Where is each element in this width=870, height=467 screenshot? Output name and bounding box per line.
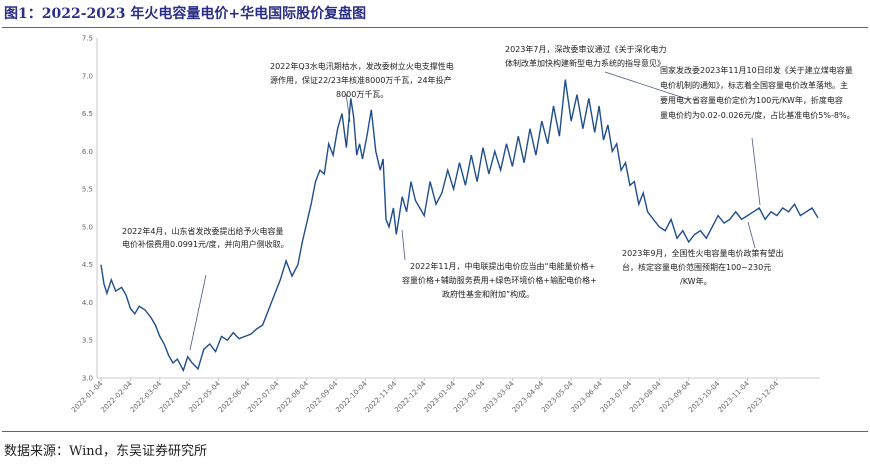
annotation-nov2023: 国家发改委2023年11月10日印发《关于建立煤电容量电价机制的通知》，标志着全… bbox=[660, 65, 855, 120]
y-tick-label: 6.0 bbox=[82, 148, 93, 156]
annotation-line: /KW年。 bbox=[680, 276, 712, 286]
annotation-line: 2022年Q3水电汛期枯水，发改委树立火电支撑性电 bbox=[270, 61, 454, 71]
annotation-line: 8000万千瓦。 bbox=[336, 89, 388, 99]
title-divider bbox=[2, 27, 868, 28]
annotation-jul2023: 2023年7月，深改委审议通过《关于深化电力体制改革加快构建新型电力系统的指导意… bbox=[505, 44, 666, 68]
annotation-nov2022: 2022年11月，中电联提出电价应当由“电能量价格+ 容量价格+辅助服务费用+绿色… bbox=[402, 261, 597, 299]
y-tick-label: 5.0 bbox=[82, 223, 93, 231]
annotation-line: 要用电大省容量电价定价为100元/KW年，折度电容 bbox=[660, 95, 843, 105]
annotation-line: 2022年11月，中电联提出电价应当由“电能量价格+ bbox=[410, 261, 595, 271]
y-tick-label: 6.5 bbox=[82, 110, 93, 118]
annotation-leader-lines bbox=[189, 71, 761, 351]
annotations: 2022年4月，山东省发改委提出给予火电容量电价补偿费用0.0991元/度，并向… bbox=[122, 44, 855, 299]
annotation-leader bbox=[747, 221, 756, 249]
annotation-line: 政府性基金和附加”构成。 bbox=[442, 289, 534, 299]
annotation-line: 台，核定容量电价范围预期在100~230元 bbox=[622, 262, 771, 272]
annotation-leader bbox=[604, 71, 691, 101]
annotation-line: 国家发改委2023年11月10日印发《关于建立煤电容量 bbox=[660, 65, 853, 75]
source-divider bbox=[2, 431, 868, 432]
annotation-leader bbox=[751, 137, 761, 206]
y-tick-label: 3.0 bbox=[82, 375, 93, 383]
y-tick-label: 7.5 bbox=[82, 35, 93, 43]
annotation-line: 2023年9月，全国性火电容量电价政策有望出 bbox=[622, 248, 783, 258]
annotation-line: 源作用，保证22/23年核准8000万千瓦，24年投产 bbox=[270, 75, 452, 85]
y-tick-label: 5.5 bbox=[82, 186, 93, 194]
x-tick-label: 2023-12-04 bbox=[746, 379, 781, 414]
annotation-leader bbox=[401, 229, 406, 261]
annotation-line: 2023年7月，深改委审议通过《关于深化电力 bbox=[505, 44, 666, 54]
y-tick-label: 3.5 bbox=[82, 337, 93, 345]
annotation-line: 电价机制的通知》，标志着全国容量电价改革落地。主 bbox=[660, 80, 848, 90]
figure-title: 图1：2022-2023 年火电容量电价+华电国际股价复盘图 bbox=[4, 6, 367, 22]
annotation-line: 体制改革加快构建新型电力系统的指导意见》 bbox=[505, 58, 665, 68]
x-tick-labels: 2022-01-042022-02-042022-03-042022-04-04… bbox=[70, 378, 781, 414]
annotation-apr2022: 2022年4月，山东省发改委提出给予火电容量电价补偿费用0.0991元/度，并向… bbox=[122, 226, 289, 249]
y-tick-label: 4.5 bbox=[82, 261, 93, 269]
y-tick-label: 7.0 bbox=[82, 72, 93, 80]
annotation-line: 容量价格+辅助服务费用+绿色环境价格+输配电价格+ bbox=[402, 275, 597, 285]
y-tick-labels: 3.0 3.5 4.0 4.5 5.0 5.5 6.0 6.5 7.0 7.5 bbox=[82, 35, 93, 383]
annotation-sep2023: 2023年9月，全国性火电容量电价政策有望出台，核定容量电价范围预期在100~2… bbox=[622, 248, 783, 286]
annotation-line: 2022年4月，山东省发改委提出给予火电容量 bbox=[122, 226, 283, 236]
annotation-q3_2022: 2022年Q3水电汛期枯水，发改委树立火电支撑性电源作用，保证22/23年核准8… bbox=[270, 61, 454, 99]
annotation-line: 量电价约为0.02-0.026元/度，占比基准电价5%-8%。 bbox=[660, 110, 855, 120]
data-source-note: 数据来源：Wind，东吴证券研究所 bbox=[4, 444, 207, 459]
series-line-huadian bbox=[100, 79, 819, 373]
annotation-leader bbox=[189, 274, 207, 351]
annotation-line: 电价补偿费用0.0991元/度，并向用户侧收取。 bbox=[122, 239, 289, 249]
y-tick-label: 4.0 bbox=[82, 299, 93, 307]
